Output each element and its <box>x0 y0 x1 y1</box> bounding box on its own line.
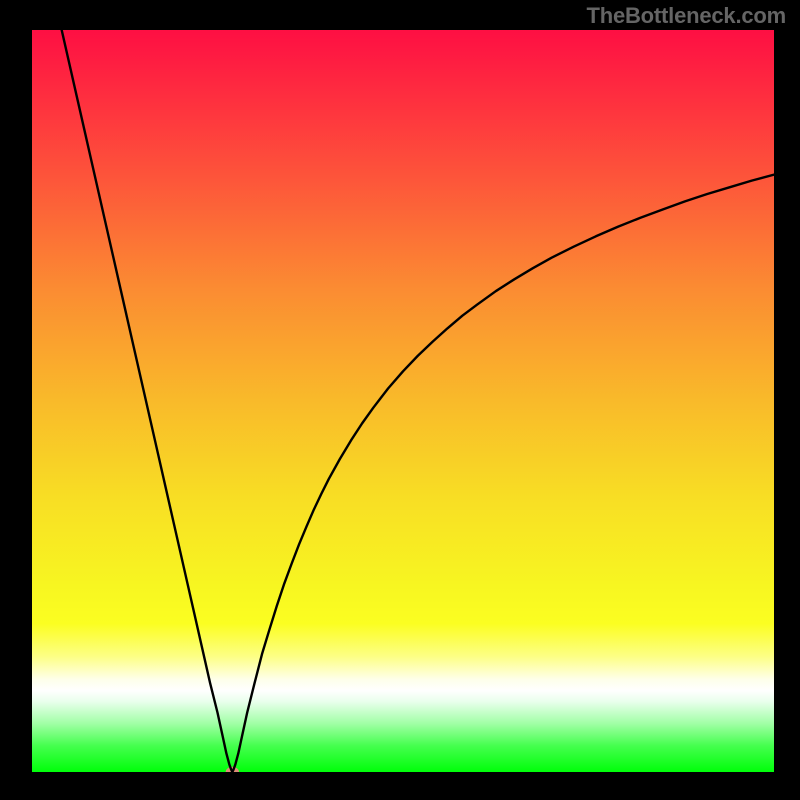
gradient-background <box>32 30 774 772</box>
watermark-text: TheBottleneck.com <box>586 3 786 29</box>
chart-frame: TheBottleneck.com <box>0 0 800 800</box>
chart-svg <box>32 30 774 772</box>
plot-area <box>32 30 774 772</box>
